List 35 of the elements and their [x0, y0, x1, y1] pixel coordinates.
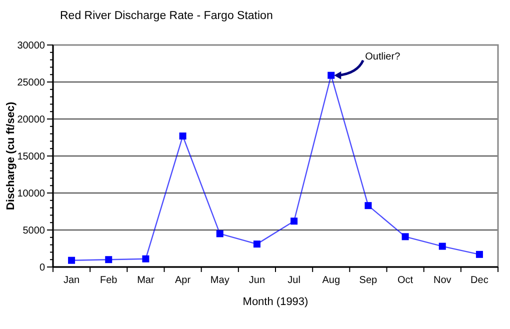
x-tick-label: Nov: [433, 275, 452, 286]
x-tick-label: Jul: [288, 275, 300, 286]
point: [438, 242, 446, 250]
point: [216, 230, 224, 238]
x-tick-label: Apr: [175, 275, 192, 286]
x-axis-title: Month (1993): [242, 296, 308, 308]
x-tick-label: Oct: [398, 275, 414, 286]
point: [105, 256, 112, 264]
point: [364, 202, 372, 210]
x-tick-label: Feb: [100, 275, 118, 286]
x-tick-label: Sep: [359, 275, 378, 286]
y-tick-label: 30000: [17, 40, 46, 52]
x-tick-label: Jan: [63, 275, 80, 286]
x-tick-label: Dec: [470, 275, 488, 286]
x-tick-label: Aug: [322, 275, 340, 286]
y-tick-label: 0: [39, 262, 46, 274]
y-tick-label: 15000: [17, 152, 46, 162]
y-tick-label: 20000: [17, 114, 46, 126]
x-tick-label: May: [210, 275, 230, 286]
y-tick-label: 5000: [22, 226, 46, 236]
point: [476, 250, 483, 258]
point: [328, 72, 335, 79]
annotation: Outlier?: [365, 51, 401, 62]
y-axis-title: Discharge (cu ft/sec): [5, 102, 17, 210]
point: [179, 132, 186, 140]
point: [142, 255, 150, 262]
point: [68, 256, 76, 264]
chart-title: Red River Discharge Rate - Fargo Station: [60, 10, 273, 22]
y-tick-label: 10000: [17, 188, 46, 200]
x-tick-label: Mar: [137, 275, 155, 286]
point: [402, 233, 409, 240]
y-tick-label: 25000: [17, 78, 46, 88]
point: [253, 240, 260, 248]
point: [290, 218, 298, 225]
x-tick-label: Jun: [248, 275, 266, 286]
